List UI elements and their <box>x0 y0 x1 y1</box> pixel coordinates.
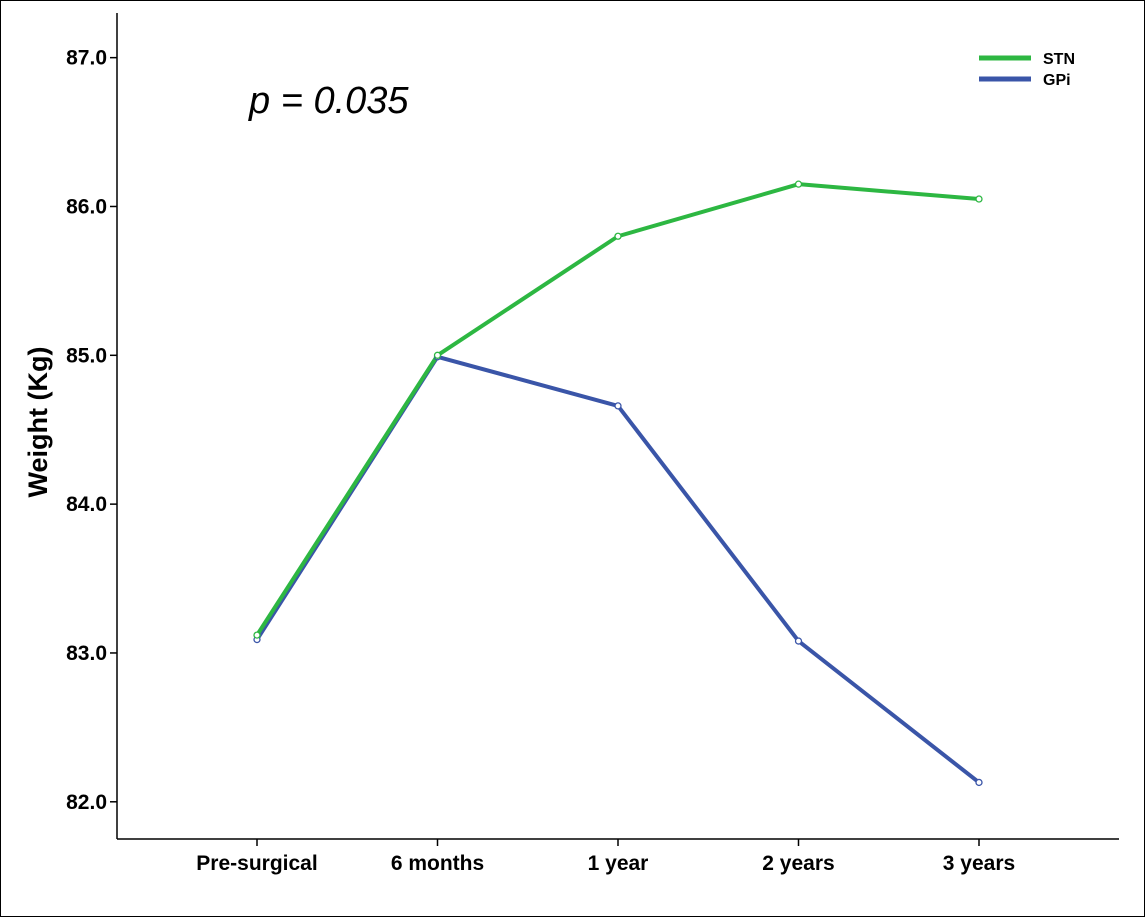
x-tick-label: Pre-surgical <box>196 852 317 875</box>
data-point-stn <box>433 351 442 359</box>
y-tick-label: 83.0 <box>66 642 107 665</box>
legend-label-gpi: GPi <box>1043 72 1071 89</box>
x-axis-ticks: Pre-surgical 6 months 1 year 2 years 3 years <box>196 839 1015 875</box>
series-line-gpi <box>255 354 981 785</box>
legend-label-stn: STN <box>1043 51 1075 68</box>
data-point-stn <box>794 180 803 188</box>
x-tick-label: 6 months <box>391 852 484 875</box>
data-point-gpi <box>614 402 622 410</box>
data-point-stn <box>614 232 622 240</box>
y-tick-label: 86.0 <box>66 195 107 218</box>
series-line-stn <box>255 182 980 637</box>
axes <box>116 13 1119 840</box>
y-axis-ticks: 82.0 83.0 84.0 85.0 86.0 87.0 <box>66 47 117 814</box>
series-lines <box>253 180 983 787</box>
data-point-gpi <box>794 637 803 645</box>
data-point-gpi <box>975 778 983 787</box>
x-tick-label: 2 years <box>762 852 834 875</box>
y-tick-label: 85.0 <box>66 344 107 367</box>
y-tick-label: 87.0 <box>66 47 107 70</box>
y-tick-label: 84.0 <box>66 493 107 516</box>
y-axis-label: Weight (Kg) <box>23 347 53 498</box>
y-tick-label: 82.0 <box>66 791 107 814</box>
x-tick-label: 1 year <box>588 852 649 875</box>
data-point-stn <box>253 631 261 639</box>
legend: STN GPi <box>979 51 1075 89</box>
data-point-stn <box>975 195 983 203</box>
x-tick-label: 3 years <box>943 852 1015 875</box>
p-value-annotation: p = 0.035 <box>248 80 409 122</box>
